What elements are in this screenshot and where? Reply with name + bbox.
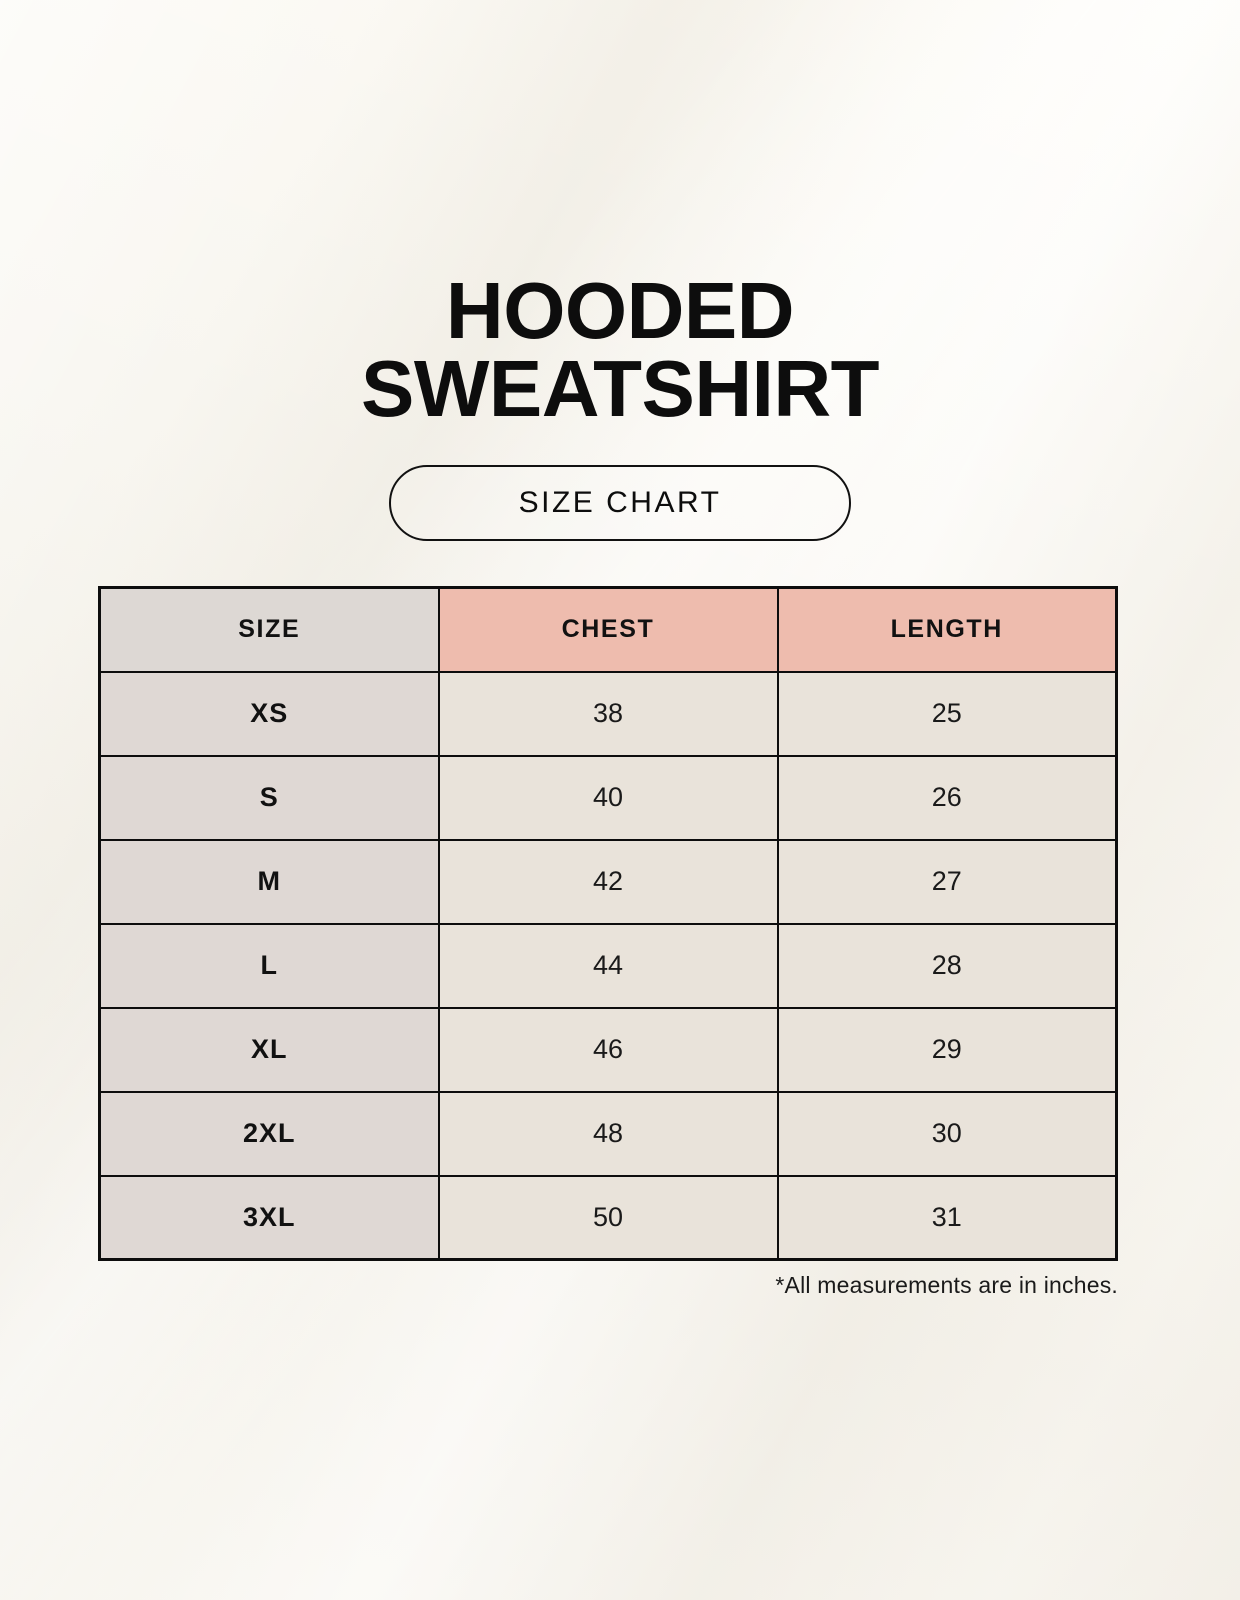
size-table-container: SIZE CHEST LENGTH XS 38 25 S 40 26 M	[98, 586, 1118, 1261]
cell-size: M	[98, 838, 440, 925]
size-table-head: SIZE CHEST LENGTH	[98, 586, 1118, 673]
size-table: SIZE CHEST LENGTH XS 38 25 S 40 26 M	[98, 586, 1118, 1261]
table-row: L 44 28	[98, 922, 1118, 1009]
cell-length: 28	[776, 922, 1118, 1009]
cell-length: 29	[776, 1006, 1118, 1093]
cell-chest: 46	[437, 1006, 779, 1093]
cell-length: 31	[776, 1174, 1118, 1261]
table-row: 3XL 50 31	[98, 1174, 1118, 1261]
column-header-size: SIZE	[98, 586, 440, 673]
cell-chest: 44	[437, 922, 779, 1009]
cell-size: 2XL	[98, 1090, 440, 1177]
table-row: 2XL 48 30	[98, 1090, 1118, 1177]
cell-chest: 38	[437, 670, 779, 757]
table-row: S 40 26	[98, 754, 1118, 841]
size-table-body: XS 38 25 S 40 26 M 42 27 L 44 28	[98, 670, 1118, 1261]
cell-chest: 40	[437, 754, 779, 841]
cell-chest: 50	[437, 1174, 779, 1261]
cell-length: 26	[776, 754, 1118, 841]
cell-size: L	[98, 922, 440, 1009]
cell-chest: 48	[437, 1090, 779, 1177]
title-line-2: SWEATSHIRT	[361, 344, 879, 434]
size-chart-badge-container: SIZE CHART	[0, 465, 1240, 541]
cell-chest: 42	[437, 838, 779, 925]
table-row: XS 38 25	[98, 670, 1118, 757]
table-header-row: SIZE CHEST LENGTH	[98, 586, 1118, 673]
cell-length: 30	[776, 1090, 1118, 1177]
column-header-chest: CHEST	[437, 586, 779, 673]
cell-length: 25	[776, 670, 1118, 757]
cell-size: XL	[98, 1006, 440, 1093]
title-line-1: HOODED	[445, 266, 795, 355]
measurements-footnote: *All measurements are in inches.	[775, 1272, 1118, 1298]
table-row: M 42 27	[98, 838, 1118, 925]
page-title: HOODED SWEATSHIRT	[0, 266, 1240, 434]
table-row: XL 46 29	[98, 1006, 1118, 1093]
page-header: HOODED SWEATSHIRT	[0, 266, 1240, 434]
cell-length: 27	[776, 838, 1118, 925]
cell-size: XS	[98, 670, 440, 757]
cell-size: S	[98, 754, 440, 841]
size-chart-badge: SIZE CHART	[389, 465, 851, 541]
column-header-length: LENGTH	[776, 586, 1118, 673]
cell-size: 3XL	[98, 1174, 440, 1261]
